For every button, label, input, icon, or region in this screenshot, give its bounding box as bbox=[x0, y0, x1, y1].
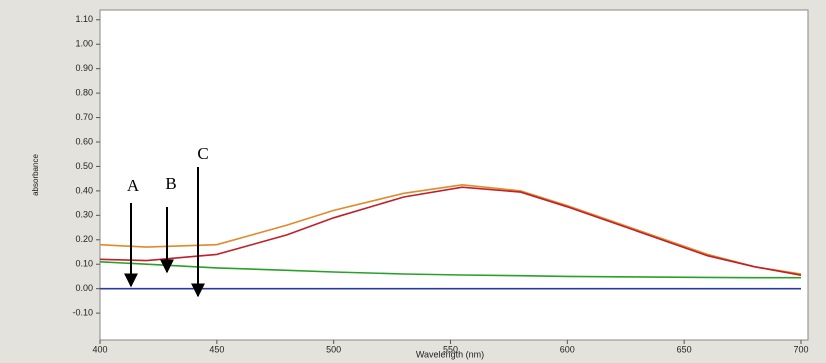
x-tick-label: 400 bbox=[92, 344, 107, 354]
x-tick-label: 650 bbox=[677, 344, 692, 354]
y-tick-label: 0.00 bbox=[75, 283, 93, 293]
plot-area bbox=[99, 9, 809, 341]
y-axis-label: absorbance bbox=[31, 154, 40, 196]
annotation: A bbox=[127, 176, 140, 195]
y-tick-label: 0.80 bbox=[75, 87, 93, 97]
y-tick-label: 0.90 bbox=[75, 63, 93, 73]
y-tick-label: 1.00 bbox=[75, 39, 93, 49]
y-tick-label: 0.70 bbox=[75, 112, 93, 122]
y-tick-label: 0.20 bbox=[75, 234, 93, 244]
x-tick-label: 550 bbox=[443, 344, 458, 354]
y-tick-label: -0.10 bbox=[72, 307, 93, 317]
x-tick-label: 700 bbox=[793, 344, 808, 354]
y-tick-label: 0.60 bbox=[75, 136, 93, 146]
y-tick-label: 0.30 bbox=[75, 210, 93, 220]
data-line bbox=[99, 186, 802, 276]
x-tick-label: 600 bbox=[560, 344, 575, 354]
annotation: C bbox=[197, 144, 208, 163]
data-line bbox=[99, 183, 802, 275]
annotation: B bbox=[165, 174, 176, 193]
x-axis-label: Wavelength (nm) bbox=[416, 349, 484, 359]
x-tick-label: 500 bbox=[326, 344, 341, 354]
y-tick-label: 1.10 bbox=[75, 14, 93, 24]
y-tick-label: 0.50 bbox=[75, 161, 93, 171]
y-tick-label: 0.10 bbox=[75, 259, 93, 269]
y-tick-label: 0.40 bbox=[75, 185, 93, 195]
x-tick-label: 450 bbox=[209, 344, 224, 354]
data-line bbox=[99, 261, 801, 279]
